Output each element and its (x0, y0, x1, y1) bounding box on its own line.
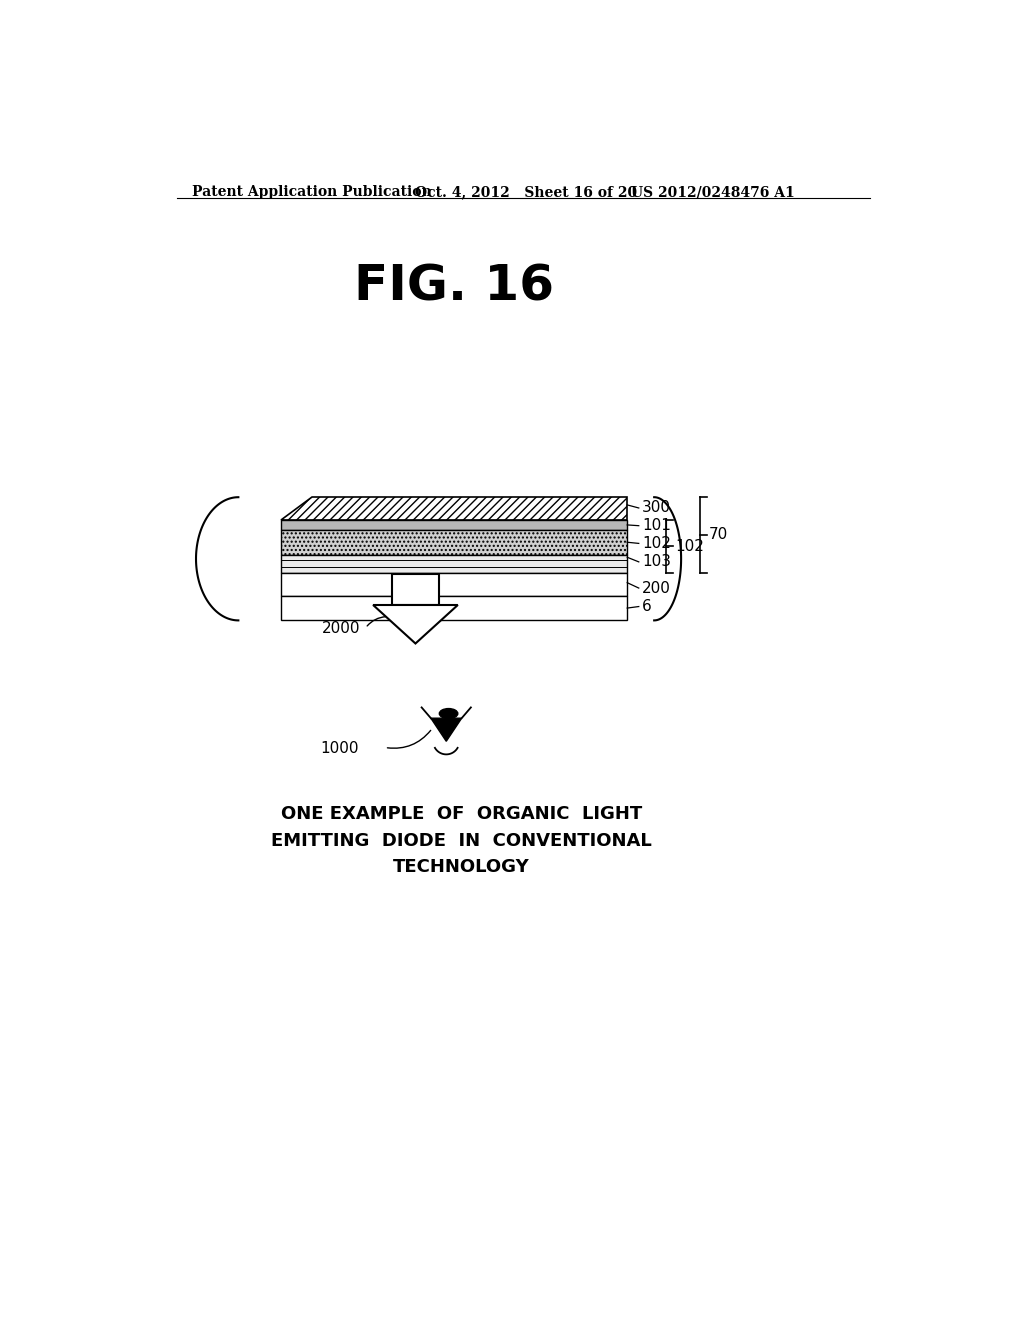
Polygon shape (281, 554, 628, 573)
Text: Patent Application Publication: Patent Application Publication (193, 185, 432, 199)
Text: 102: 102 (642, 536, 671, 550)
Polygon shape (431, 718, 462, 742)
Polygon shape (281, 520, 628, 529)
Polygon shape (281, 529, 628, 554)
Text: US 2012/0248476 A1: US 2012/0248476 A1 (631, 185, 795, 199)
Text: Oct. 4, 2012   Sheet 16 of 20: Oct. 4, 2012 Sheet 16 of 20 (416, 185, 638, 199)
Polygon shape (373, 605, 458, 644)
Text: 102: 102 (675, 539, 703, 554)
Text: 101: 101 (642, 519, 671, 533)
Polygon shape (281, 573, 628, 595)
Text: 70: 70 (709, 528, 728, 543)
Text: 200: 200 (642, 581, 671, 595)
Text: 2000: 2000 (322, 620, 360, 636)
Text: 103: 103 (642, 554, 671, 569)
Text: 1000: 1000 (319, 742, 358, 756)
Text: FIG. 16: FIG. 16 (354, 263, 554, 310)
Text: ONE EXAMPLE  OF  ORGANIC  LIGHT
EMITTING  DIODE  IN  CONVENTIONAL
TECHNOLOGY: ONE EXAMPLE OF ORGANIC LIGHT EMITTING DI… (271, 805, 652, 876)
Ellipse shape (439, 709, 458, 718)
Polygon shape (281, 498, 628, 520)
Polygon shape (281, 595, 628, 620)
Text: 6: 6 (642, 599, 651, 614)
Polygon shape (392, 574, 438, 605)
Text: 300: 300 (642, 500, 671, 516)
